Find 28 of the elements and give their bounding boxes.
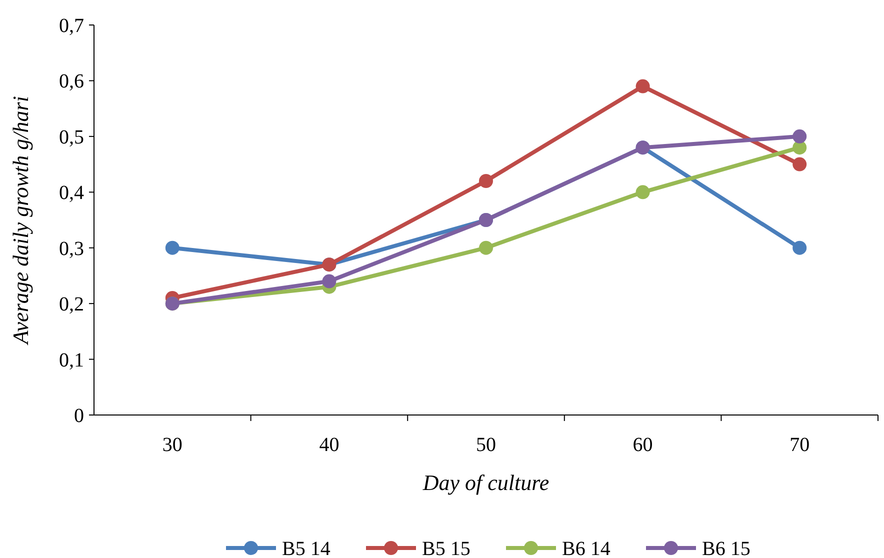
legend-label: B5 15 bbox=[422, 538, 470, 558]
y-tick-label: 0,7 bbox=[59, 15, 84, 37]
point bbox=[479, 240, 493, 255]
x-tick-label: 50 bbox=[476, 434, 496, 456]
point bbox=[479, 174, 493, 188]
y-axis-title: Average daily growth g/hari bbox=[8, 96, 33, 346]
x-tick-label: 40 bbox=[319, 434, 340, 456]
y-tick-label: 0,1 bbox=[59, 349, 84, 372]
y-tick-label: 0,6 bbox=[59, 70, 84, 93]
y-tick-label: 0,2 bbox=[59, 294, 84, 316]
point bbox=[792, 240, 807, 255]
point bbox=[322, 274, 336, 288]
y-tick-label: 0 bbox=[74, 405, 84, 427]
point bbox=[792, 157, 807, 172]
x-axis-title: Day of culture bbox=[422, 470, 550, 495]
x-tick-label: 70 bbox=[790, 434, 810, 456]
y-tick-label: 0,3 bbox=[59, 238, 84, 260]
legend-label: B6 14 bbox=[562, 538, 610, 558]
y-tick-label: 0,4 bbox=[59, 182, 84, 204]
point bbox=[636, 185, 650, 200]
legend-label: B5 14 bbox=[282, 538, 330, 558]
legend-label: B6 15 bbox=[702, 538, 750, 558]
x-tick-label: 60 bbox=[632, 434, 653, 456]
point bbox=[792, 129, 807, 144]
x-tick-label: 30 bbox=[162, 434, 182, 456]
point bbox=[636, 79, 650, 94]
point bbox=[165, 240, 180, 255]
y-tick-label: 0,5 bbox=[59, 126, 84, 148]
